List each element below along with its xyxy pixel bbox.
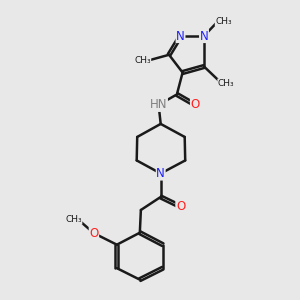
Text: CH₃: CH₃ — [215, 17, 232, 26]
Text: N: N — [156, 167, 165, 180]
Text: CH₃: CH₃ — [65, 215, 82, 224]
Text: O: O — [89, 227, 98, 240]
Text: CH₃: CH₃ — [134, 56, 151, 65]
Text: O: O — [190, 98, 200, 111]
Text: HN: HN — [150, 98, 167, 111]
Text: N: N — [200, 29, 208, 43]
Text: O: O — [176, 200, 185, 213]
Text: N: N — [176, 29, 185, 43]
Text: CH₃: CH₃ — [218, 79, 235, 88]
